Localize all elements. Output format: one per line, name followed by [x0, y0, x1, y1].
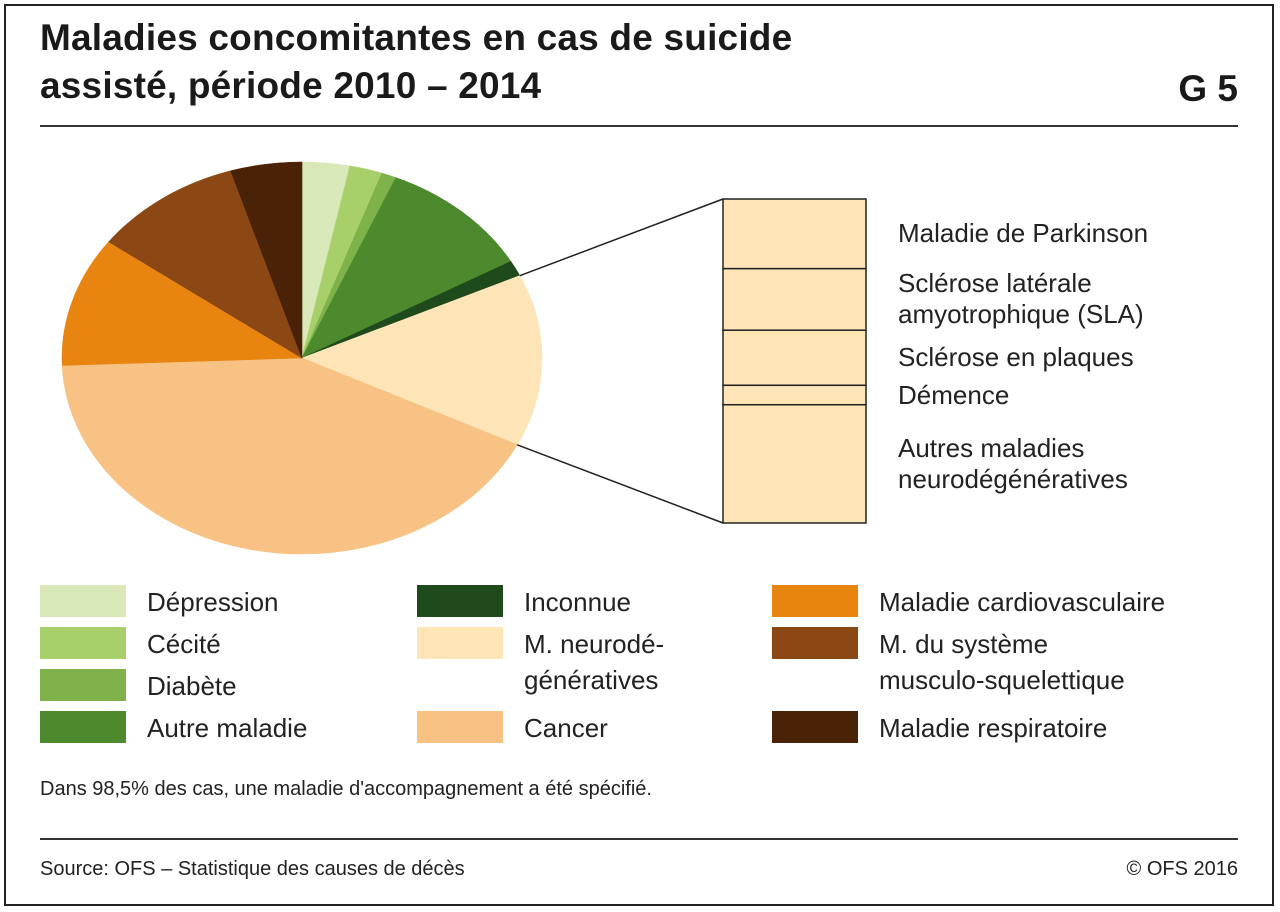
legend-swatch — [417, 711, 503, 743]
title-divider — [40, 125, 1238, 127]
pie-slice — [61, 357, 518, 555]
breakdown-label: Sclérose en plaques — [898, 342, 1134, 373]
footer-divider — [40, 838, 1238, 840]
pie-slice — [108, 170, 303, 359]
legend-label: Maladie cardiovasculaire — [879, 587, 1166, 617]
footnote: Dans 98,5% des cas, une maladie d'accomp… — [40, 778, 652, 800]
breakdown-label: Sclérose latérale amyotrophique (SLA) — [898, 268, 1144, 330]
breakdown-label: Démence — [898, 380, 1009, 411]
legend-swatch — [772, 627, 858, 659]
breakdown-label-line: Sclérose latérale — [898, 268, 1092, 299]
breakdown-segment — [722, 329, 867, 387]
breakdown-label-line: Démence — [898, 379, 1010, 410]
legend-label: M. du système musculo-squelettique — [879, 629, 1125, 695]
pie-slice — [61, 241, 304, 366]
breakdown-segment — [722, 198, 867, 270]
legend-swatch — [417, 627, 503, 659]
pie-slice — [301, 177, 512, 359]
title-line-1: Maladies concomitantes en cas de suicide — [40, 17, 793, 58]
breakdown-label-line: Autres maladies — [898, 432, 1085, 463]
legend-swatch — [40, 711, 126, 743]
legend-label: Cancer — [524, 713, 608, 743]
legend-swatch — [40, 669, 126, 701]
legend-label: Inconnue — [524, 587, 631, 617]
connector-line — [519, 198, 724, 277]
breakdown-label: Autres maladies neurodégénératives — [898, 433, 1128, 495]
legend-swatch — [40, 627, 126, 659]
breakdown-label: Maladie de Parkinson — [898, 218, 1148, 249]
breakdown-label-line: amyotrophique (SLA) — [898, 299, 1144, 330]
title-line-2: assisté, période 2010 – 2014 — [40, 65, 542, 106]
legend-swatch — [772, 711, 858, 743]
chart-title: Maladies concomitantes en cas de suicide… — [40, 14, 1040, 110]
connector-line — [516, 444, 724, 524]
pie-slice — [301, 275, 543, 446]
legend-label: Dépression — [147, 587, 279, 617]
legend-label: Autre maladie — [147, 713, 308, 743]
breakdown-segment — [722, 384, 867, 406]
legend-swatch — [40, 585, 126, 617]
breakdown-label-line: Sclérose en plaques — [898, 342, 1134, 373]
copyright-text: © OFS 2016 — [1126, 858, 1238, 880]
legend-label: Maladie respiratoire — [879, 713, 1108, 743]
breakdown-segment — [722, 403, 867, 524]
graph-number: G 5 — [1178, 68, 1238, 109]
breakdown-label-line: Maladie de Parkinson — [898, 218, 1149, 249]
legend-swatch — [417, 585, 503, 617]
breakdown-segment — [722, 267, 867, 331]
legend-label: Diabète — [147, 671, 237, 701]
legend-label: Cécité — [147, 629, 221, 659]
pie-slice — [230, 161, 303, 359]
legend-swatch — [772, 585, 858, 617]
source-text: Source: OFS – Statistique des causes de … — [40, 858, 465, 880]
legend-label: M. neurodé-génératives — [524, 629, 665, 695]
breakdown-label-line: neurodégénératives — [898, 463, 1128, 494]
